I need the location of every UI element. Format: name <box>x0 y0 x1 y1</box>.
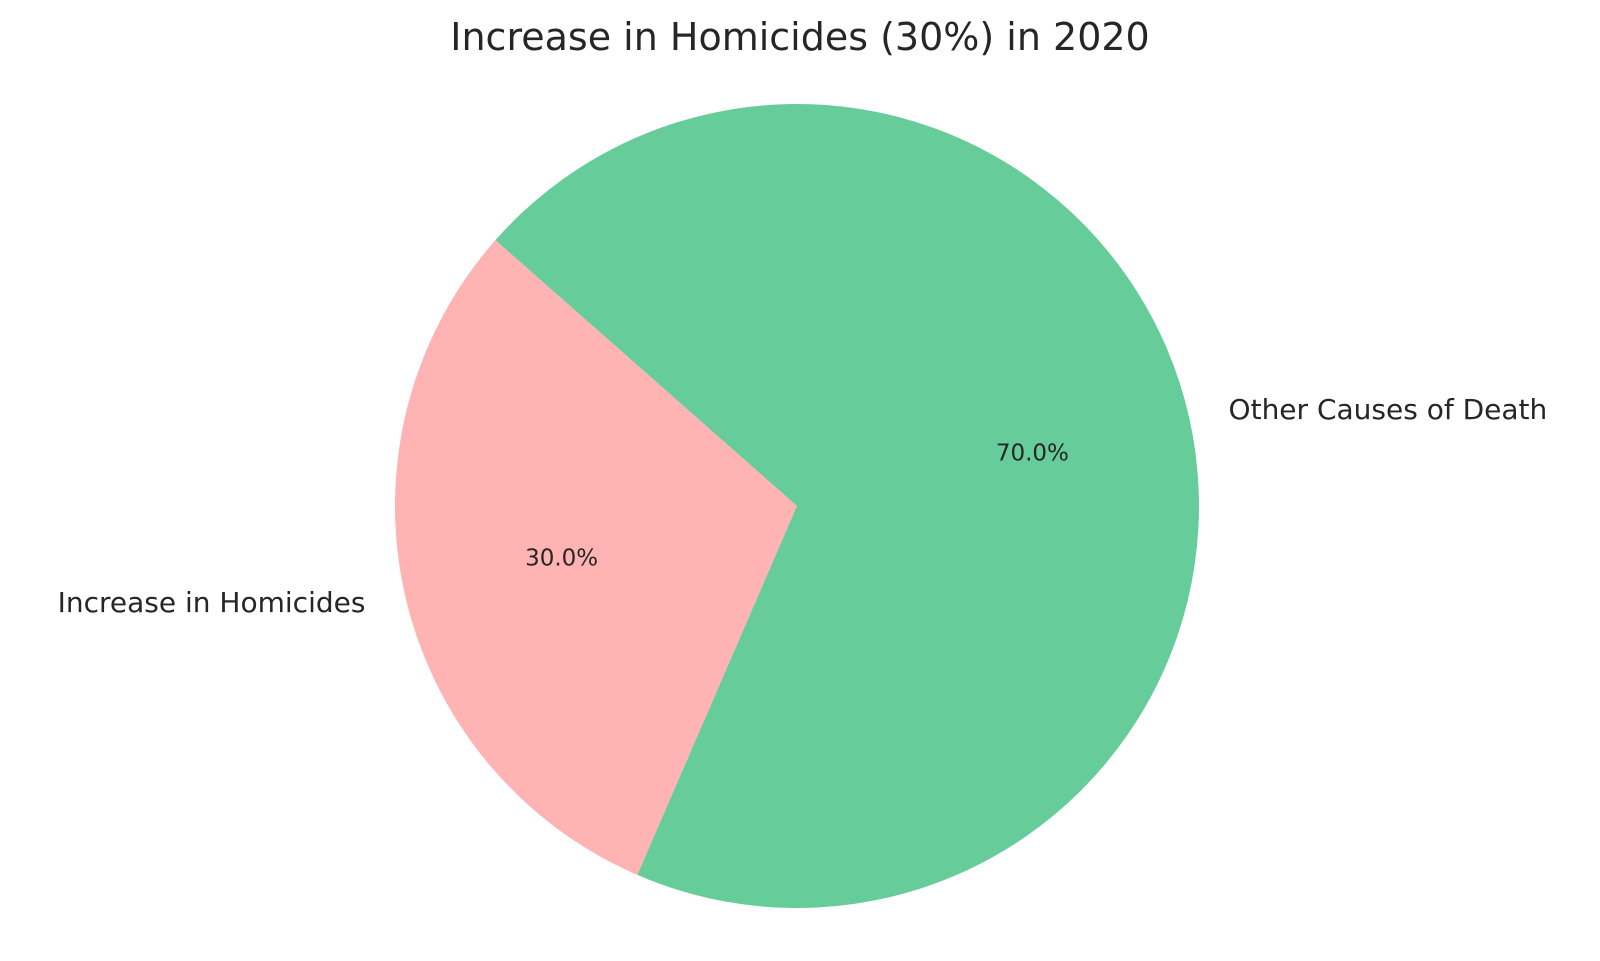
slice-percent-label: 70.0% <box>996 440 1069 466</box>
pie-labels: Increase in Homicides 30.0% Other Causes o… <box>58 393 1548 619</box>
slice-label: Other Causes of Death <box>1229 393 1548 426</box>
chart-title: Increase in Homicides (30%) in 2020 <box>450 15 1149 59</box>
pie-slice-other-causes-of-death <box>495 103 1200 909</box>
pie-slices <box>394 103 1200 909</box>
pie-slice-increase-in-homicides <box>394 240 797 875</box>
slice-label: Increase in Homicides <box>58 586 366 619</box>
slice-percent-label: 30.0% <box>525 546 598 572</box>
